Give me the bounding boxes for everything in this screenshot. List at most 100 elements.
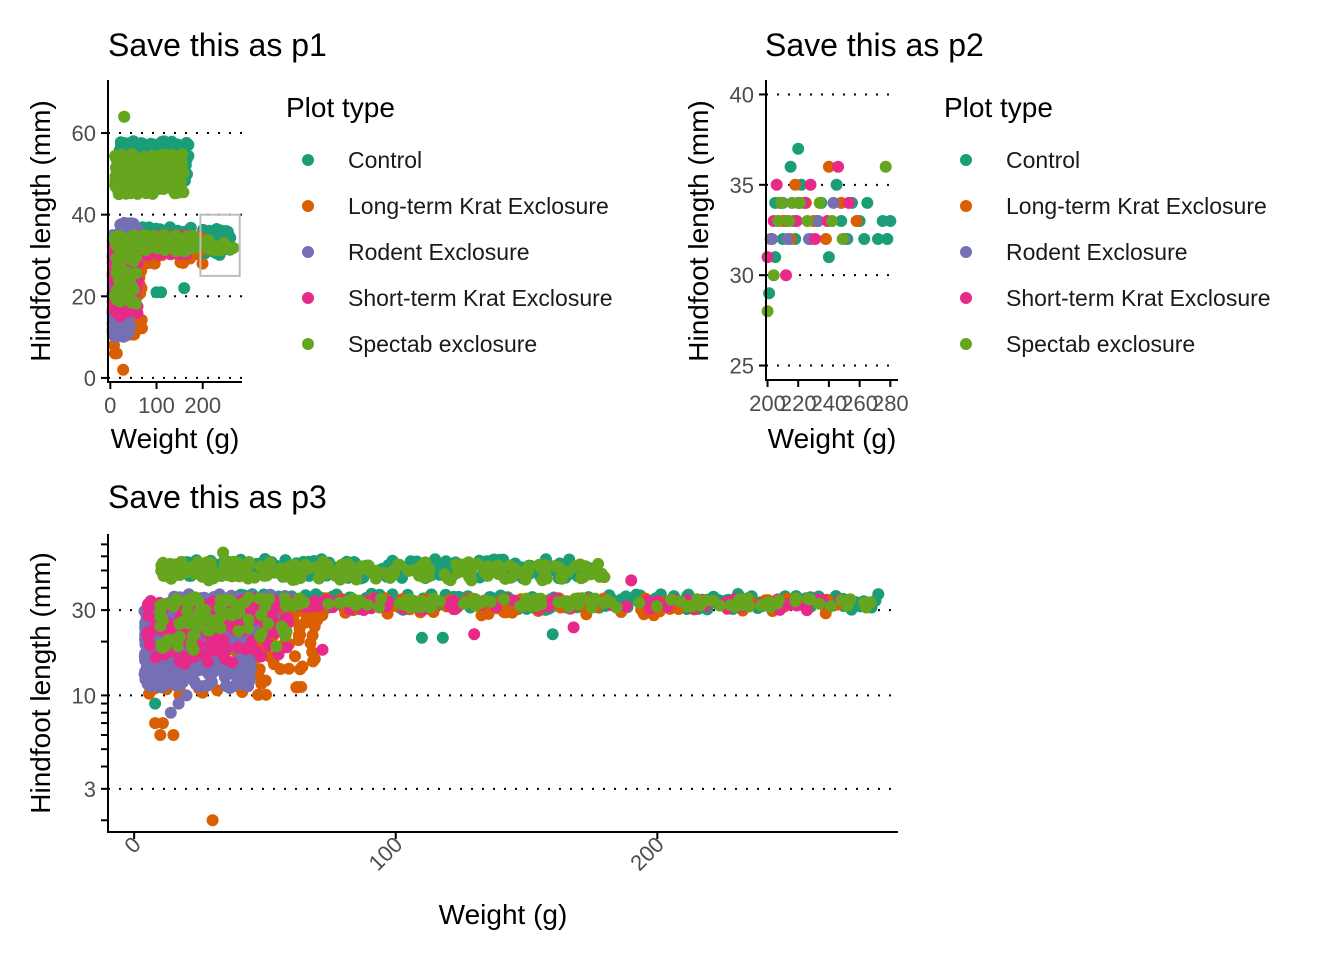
legend-label-control: Control bbox=[1006, 147, 1080, 173]
chart-p2-y-ticks: 25 30 35 40 bbox=[730, 82, 766, 379]
p2-x-tick-label: 240 bbox=[811, 391, 848, 416]
chart-p2-legend-title: Plot type bbox=[944, 92, 1053, 123]
p3-point-spectab-exclosure bbox=[217, 546, 230, 559]
p2-point-long-term-krat-exclosure bbox=[850, 215, 863, 227]
p3-point-spectab-exclosure bbox=[333, 596, 346, 609]
p1-point-spectab-exclosure bbox=[125, 279, 138, 292]
p3-point-spectab-exclosure bbox=[309, 561, 322, 574]
chart-p1-points bbox=[106, 110, 240, 376]
p3-point-spectab-exclosure bbox=[463, 571, 476, 584]
legend-entry-rodent-exclosure: Rodent Exclosure bbox=[960, 239, 1188, 265]
p3-point-spectab-exclosure bbox=[274, 562, 287, 575]
p1-point-spectab-exclosure bbox=[109, 231, 122, 244]
p1-point-spectab-exclosure bbox=[156, 182, 169, 195]
p3-point-spectab-exclosure bbox=[194, 611, 207, 624]
p3-point-spectab-exclosure bbox=[450, 558, 463, 571]
p3-point-control bbox=[619, 590, 632, 603]
p3-point-rodent-exclosure bbox=[180, 689, 193, 702]
p2-point-spectab-exclosure bbox=[772, 215, 785, 227]
p3-point-spectab-exclosure bbox=[387, 566, 400, 579]
chart-p3-title: Save this as p3 bbox=[108, 479, 327, 515]
p3-point-spectab-exclosure bbox=[289, 573, 302, 586]
p3-point-short-term-krat-exclosure bbox=[316, 643, 329, 656]
legend-entry-spectab-exclosure: Spectab exclosure bbox=[302, 331, 537, 357]
p2-x-tick-label: 200 bbox=[749, 391, 786, 416]
p3-point-spectab-exclosure bbox=[835, 594, 848, 607]
p3-point-spectab-exclosure bbox=[221, 566, 234, 579]
p3-point-rodent-exclosure bbox=[169, 672, 182, 685]
p3-point-long-term-krat-exclosure bbox=[316, 609, 329, 622]
p3-point-long-term-krat-exclosure bbox=[306, 646, 319, 659]
p1-point-spectab-exclosure bbox=[135, 152, 148, 165]
p2-point-control bbox=[763, 287, 776, 300]
p3-point-rodent-exclosure bbox=[182, 668, 195, 681]
p1-x-tick-label: 200 bbox=[184, 393, 221, 418]
p3-point-long-term-krat-exclosure bbox=[206, 814, 219, 827]
p3-point-spectab-exclosure bbox=[650, 600, 663, 613]
p3-point-spectab-exclosure bbox=[173, 617, 186, 630]
p1-point-spectab-exclosure bbox=[120, 155, 133, 168]
p3-point-short-term-krat-exclosure bbox=[163, 624, 176, 637]
p3-point-long-term-krat-exclosure bbox=[294, 629, 306, 641]
chart-p1: Save this as p1 0 20 40 60 0 100 200 Weight (… bbox=[25, 27, 327, 454]
p3-point-long-term-krat-exclosure bbox=[306, 629, 319, 642]
chart-p1-legend-entries: Control Long-term Krat Exclosure Rodent Ex… bbox=[302, 147, 613, 357]
p3-point-spectab-exclosure bbox=[844, 593, 857, 606]
p3-point-spectab-exclosure bbox=[413, 569, 425, 582]
p3-point-long-term-krat-exclosure bbox=[255, 677, 268, 690]
chart-p3-x-ticks: 0 100 200 bbox=[119, 832, 669, 876]
p1-point-spectab-exclosure bbox=[195, 236, 208, 249]
p1-point-spectab-exclosure bbox=[207, 244, 220, 256]
p1-point-rodent-exclosure bbox=[119, 221, 132, 234]
legend-key-spectab-exclosure bbox=[960, 338, 972, 350]
p3-point-spectab-exclosure bbox=[238, 596, 251, 609]
p2-point-control bbox=[858, 233, 871, 245]
p3-point-spectab-exclosure bbox=[472, 557, 485, 570]
p2-point-spectab-exclosure bbox=[826, 215, 838, 227]
p2-point-spectab-exclosure bbox=[813, 196, 826, 209]
p3-point-short-term-krat-exclosure bbox=[142, 630, 155, 643]
p1-point-spectab-exclosure bbox=[170, 167, 183, 180]
p3-point-spectab-exclosure bbox=[592, 557, 605, 570]
legend-entry-rodent-exclosure: Rodent Exclosure bbox=[302, 239, 530, 265]
p3-point-spectab-exclosure bbox=[375, 592, 388, 605]
p2-series-spectab-exclosure bbox=[761, 160, 892, 318]
legend-label-rodent-exclosure: Rodent Exclosure bbox=[1006, 239, 1188, 265]
p3-point-long-term-krat-exclosure bbox=[289, 650, 301, 663]
p1-y-tick-label: 60 bbox=[72, 121, 96, 146]
p3-point-spectab-exclosure bbox=[665, 593, 678, 606]
legend-key-short-term-krat-exclosure bbox=[960, 292, 972, 304]
p2-point-rodent-exclosure bbox=[781, 233, 794, 245]
p3-point-spectab-exclosure bbox=[462, 556, 475, 569]
legend-label-spectab-exclosure: Spectab exclosure bbox=[348, 331, 537, 357]
legend-label-control: Control bbox=[348, 147, 422, 173]
p3-point-spectab-exclosure bbox=[813, 597, 826, 610]
p3-point-long-term-krat-exclosure bbox=[307, 655, 319, 668]
p3-point-rodent-exclosure bbox=[201, 679, 214, 692]
p3-point-spectab-exclosure bbox=[255, 609, 268, 621]
p2-point-control bbox=[861, 196, 874, 209]
p1-point-short-term-krat-exclosure bbox=[116, 307, 129, 320]
p3-point-spectab-exclosure bbox=[322, 597, 335, 610]
p1-point-spectab-exclosure bbox=[130, 267, 143, 280]
chart-p2: Save this as p2 25 30 35 40 200220240260280… bbox=[683, 27, 984, 454]
p3-point-spectab-exclosure bbox=[154, 606, 167, 619]
p1-point-spectab-exclosure bbox=[120, 266, 133, 279]
p1-point-control bbox=[178, 282, 191, 295]
p3-point-spectab-exclosure bbox=[601, 594, 614, 607]
p3-point-spectab-exclosure bbox=[270, 640, 283, 653]
chart-p3-y-axis-title: Hindfoot length (mm) bbox=[25, 552, 56, 813]
legend-entry-control: Control bbox=[960, 147, 1080, 173]
chart-p1-legend-title: Plot type bbox=[286, 92, 395, 123]
p1-point-spectab-exclosure bbox=[149, 241, 162, 254]
p3-point-spectab-exclosure bbox=[335, 559, 348, 572]
p1-point-control bbox=[155, 286, 168, 299]
p2-x-tick-label: 280 bbox=[872, 391, 909, 416]
p3-point-spectab-exclosure bbox=[254, 560, 267, 573]
p3-point-control bbox=[149, 697, 162, 710]
p3-y-tick-label: 3 bbox=[84, 777, 96, 802]
p3-point-short-term-krat-exclosure bbox=[142, 609, 155, 622]
p2-point-short-term-krat-exclosure bbox=[770, 178, 783, 191]
p1-x-tick-label: 100 bbox=[138, 393, 175, 418]
chart-p1-legend: Plot type Control Long-term Krat Exclosur… bbox=[286, 92, 613, 357]
